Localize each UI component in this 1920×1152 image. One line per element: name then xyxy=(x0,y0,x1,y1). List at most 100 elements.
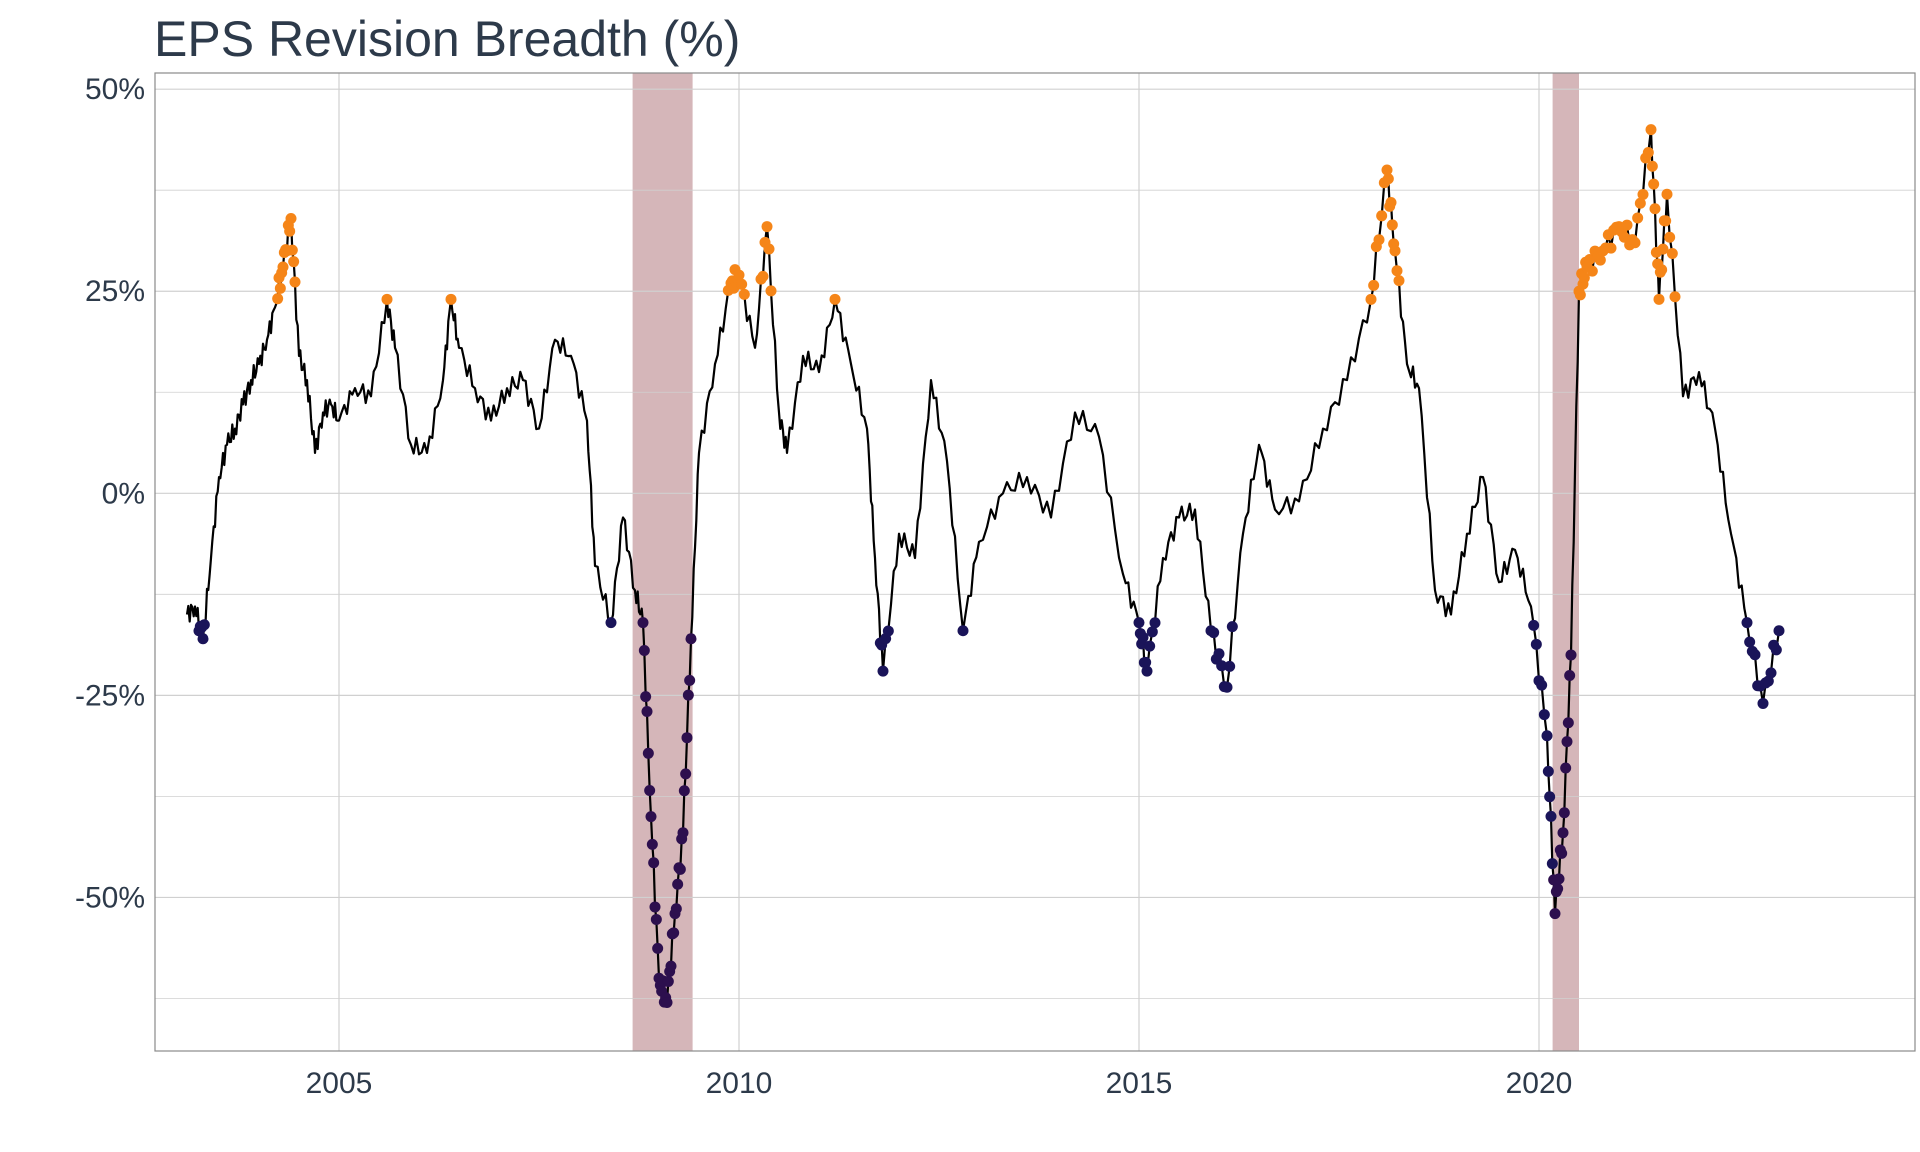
low-breadth-point xyxy=(1749,649,1761,661)
y-axis-ticks: 50% 25% 0% -25% -50% xyxy=(75,73,145,914)
recession-band-0 xyxy=(632,73,693,1051)
low-breadth-point xyxy=(644,785,656,797)
low-breadth-point xyxy=(1542,765,1554,777)
low-breadth-point xyxy=(198,619,210,631)
low-breadth-point xyxy=(1541,730,1553,742)
y-tick-label: -50% xyxy=(75,881,145,914)
high-breadth-point xyxy=(1381,164,1393,176)
low-breadth-point xyxy=(1538,709,1550,721)
low-breadth-point xyxy=(957,625,969,637)
low-breadth-point xyxy=(1140,656,1152,668)
low-breadth-point xyxy=(1146,626,1158,638)
y-tick-label: 25% xyxy=(85,275,145,308)
high-breadth-point xyxy=(1637,188,1649,200)
series-line xyxy=(185,128,1781,1004)
low-breadth-point xyxy=(1765,667,1777,679)
low-breadth-point xyxy=(1149,617,1161,629)
high-breadth-point xyxy=(1594,254,1606,266)
low-breadth-point xyxy=(1528,619,1540,631)
y-tick-label: -25% xyxy=(75,679,145,712)
low-breadth-point xyxy=(668,927,680,939)
high-breadth-point xyxy=(1621,219,1633,231)
high-breadth-point xyxy=(1376,210,1388,222)
low-breadth-point xyxy=(652,942,664,954)
high-breadth-point xyxy=(1386,219,1398,231)
high-breadth-point xyxy=(829,293,841,305)
threshold-points xyxy=(193,124,1785,1009)
low-breadth-point xyxy=(672,878,684,890)
high-breadth-point xyxy=(1648,178,1660,190)
low-breadth-point xyxy=(1213,648,1225,660)
low-breadth-point xyxy=(1544,791,1556,803)
low-breadth-point xyxy=(197,633,209,645)
chart-title: EPS Revision Breadth (%) xyxy=(154,11,741,67)
low-breadth-point xyxy=(1556,847,1568,859)
low-breadth-point xyxy=(1757,697,1769,709)
low-breadth-point xyxy=(649,901,661,913)
low-breadth-point xyxy=(1141,665,1153,677)
x-axis-ticks: 2005 2010 2015 2020 xyxy=(306,1067,1573,1100)
low-breadth-point xyxy=(681,732,693,744)
high-breadth-point xyxy=(1657,243,1669,255)
eps-line xyxy=(185,128,1781,1004)
low-breadth-point xyxy=(1565,649,1577,661)
low-breadth-point xyxy=(674,863,686,875)
low-breadth-point xyxy=(1546,858,1558,870)
high-breadth-point xyxy=(1645,124,1657,136)
low-breadth-point xyxy=(1564,669,1576,681)
low-breadth-point xyxy=(648,857,660,869)
low-breadth-point xyxy=(1552,883,1564,895)
low-breadth-point xyxy=(1536,679,1548,691)
high-breadth-point xyxy=(1385,197,1397,209)
low-breadth-point xyxy=(1545,810,1557,822)
x-tick-label: 2005 xyxy=(306,1067,373,1100)
high-breadth-point xyxy=(1586,265,1598,277)
low-breadth-point xyxy=(678,785,690,797)
high-breadth-point xyxy=(1646,160,1658,172)
high-breadth-point xyxy=(761,221,773,233)
low-breadth-point xyxy=(877,665,889,677)
high-breadth-point xyxy=(288,256,300,268)
high-breadth-point xyxy=(1368,279,1380,291)
low-breadth-point xyxy=(1557,827,1569,839)
low-breadth-point xyxy=(1560,762,1572,774)
high-breadth-point xyxy=(1653,293,1665,305)
high-breadth-point xyxy=(757,270,769,282)
low-breadth-point xyxy=(641,706,653,718)
low-breadth-point xyxy=(662,975,674,987)
low-breadth-point xyxy=(685,633,697,645)
low-breadth-point xyxy=(1133,617,1145,629)
high-breadth-point xyxy=(1629,237,1641,249)
high-breadth-point xyxy=(765,285,777,297)
high-breadth-point xyxy=(1391,265,1403,277)
high-breadth-point xyxy=(1656,264,1668,276)
recession-bands xyxy=(632,73,1579,1051)
low-breadth-point xyxy=(1770,644,1782,656)
low-breadth-point xyxy=(1216,660,1228,672)
y-tick-label: 0% xyxy=(102,477,145,510)
low-breadth-point xyxy=(1208,627,1220,639)
low-breadth-point xyxy=(605,617,617,629)
high-breadth-point xyxy=(286,244,298,256)
low-breadth-point xyxy=(640,691,652,703)
high-breadth-point xyxy=(277,261,289,273)
low-breadth-point xyxy=(646,838,658,850)
low-breadth-point xyxy=(684,674,696,686)
low-breadth-point xyxy=(650,913,662,925)
low-breadth-point xyxy=(1762,675,1774,687)
high-breadth-point xyxy=(1578,272,1590,284)
high-breadth-point xyxy=(272,293,284,305)
high-breadth-point xyxy=(285,212,297,224)
low-breadth-point xyxy=(1530,638,1542,650)
high-breadth-point xyxy=(1660,215,1672,227)
high-breadth-point xyxy=(1605,242,1617,254)
high-breadth-point xyxy=(1661,188,1673,200)
low-breadth-point xyxy=(1558,807,1570,819)
low-breadth-point xyxy=(1562,717,1574,729)
low-breadth-point xyxy=(1226,621,1238,633)
high-breadth-point xyxy=(1393,275,1405,287)
low-breadth-point xyxy=(665,960,677,972)
low-breadth-point xyxy=(1741,617,1753,629)
y-tick-label: 50% xyxy=(85,73,145,106)
